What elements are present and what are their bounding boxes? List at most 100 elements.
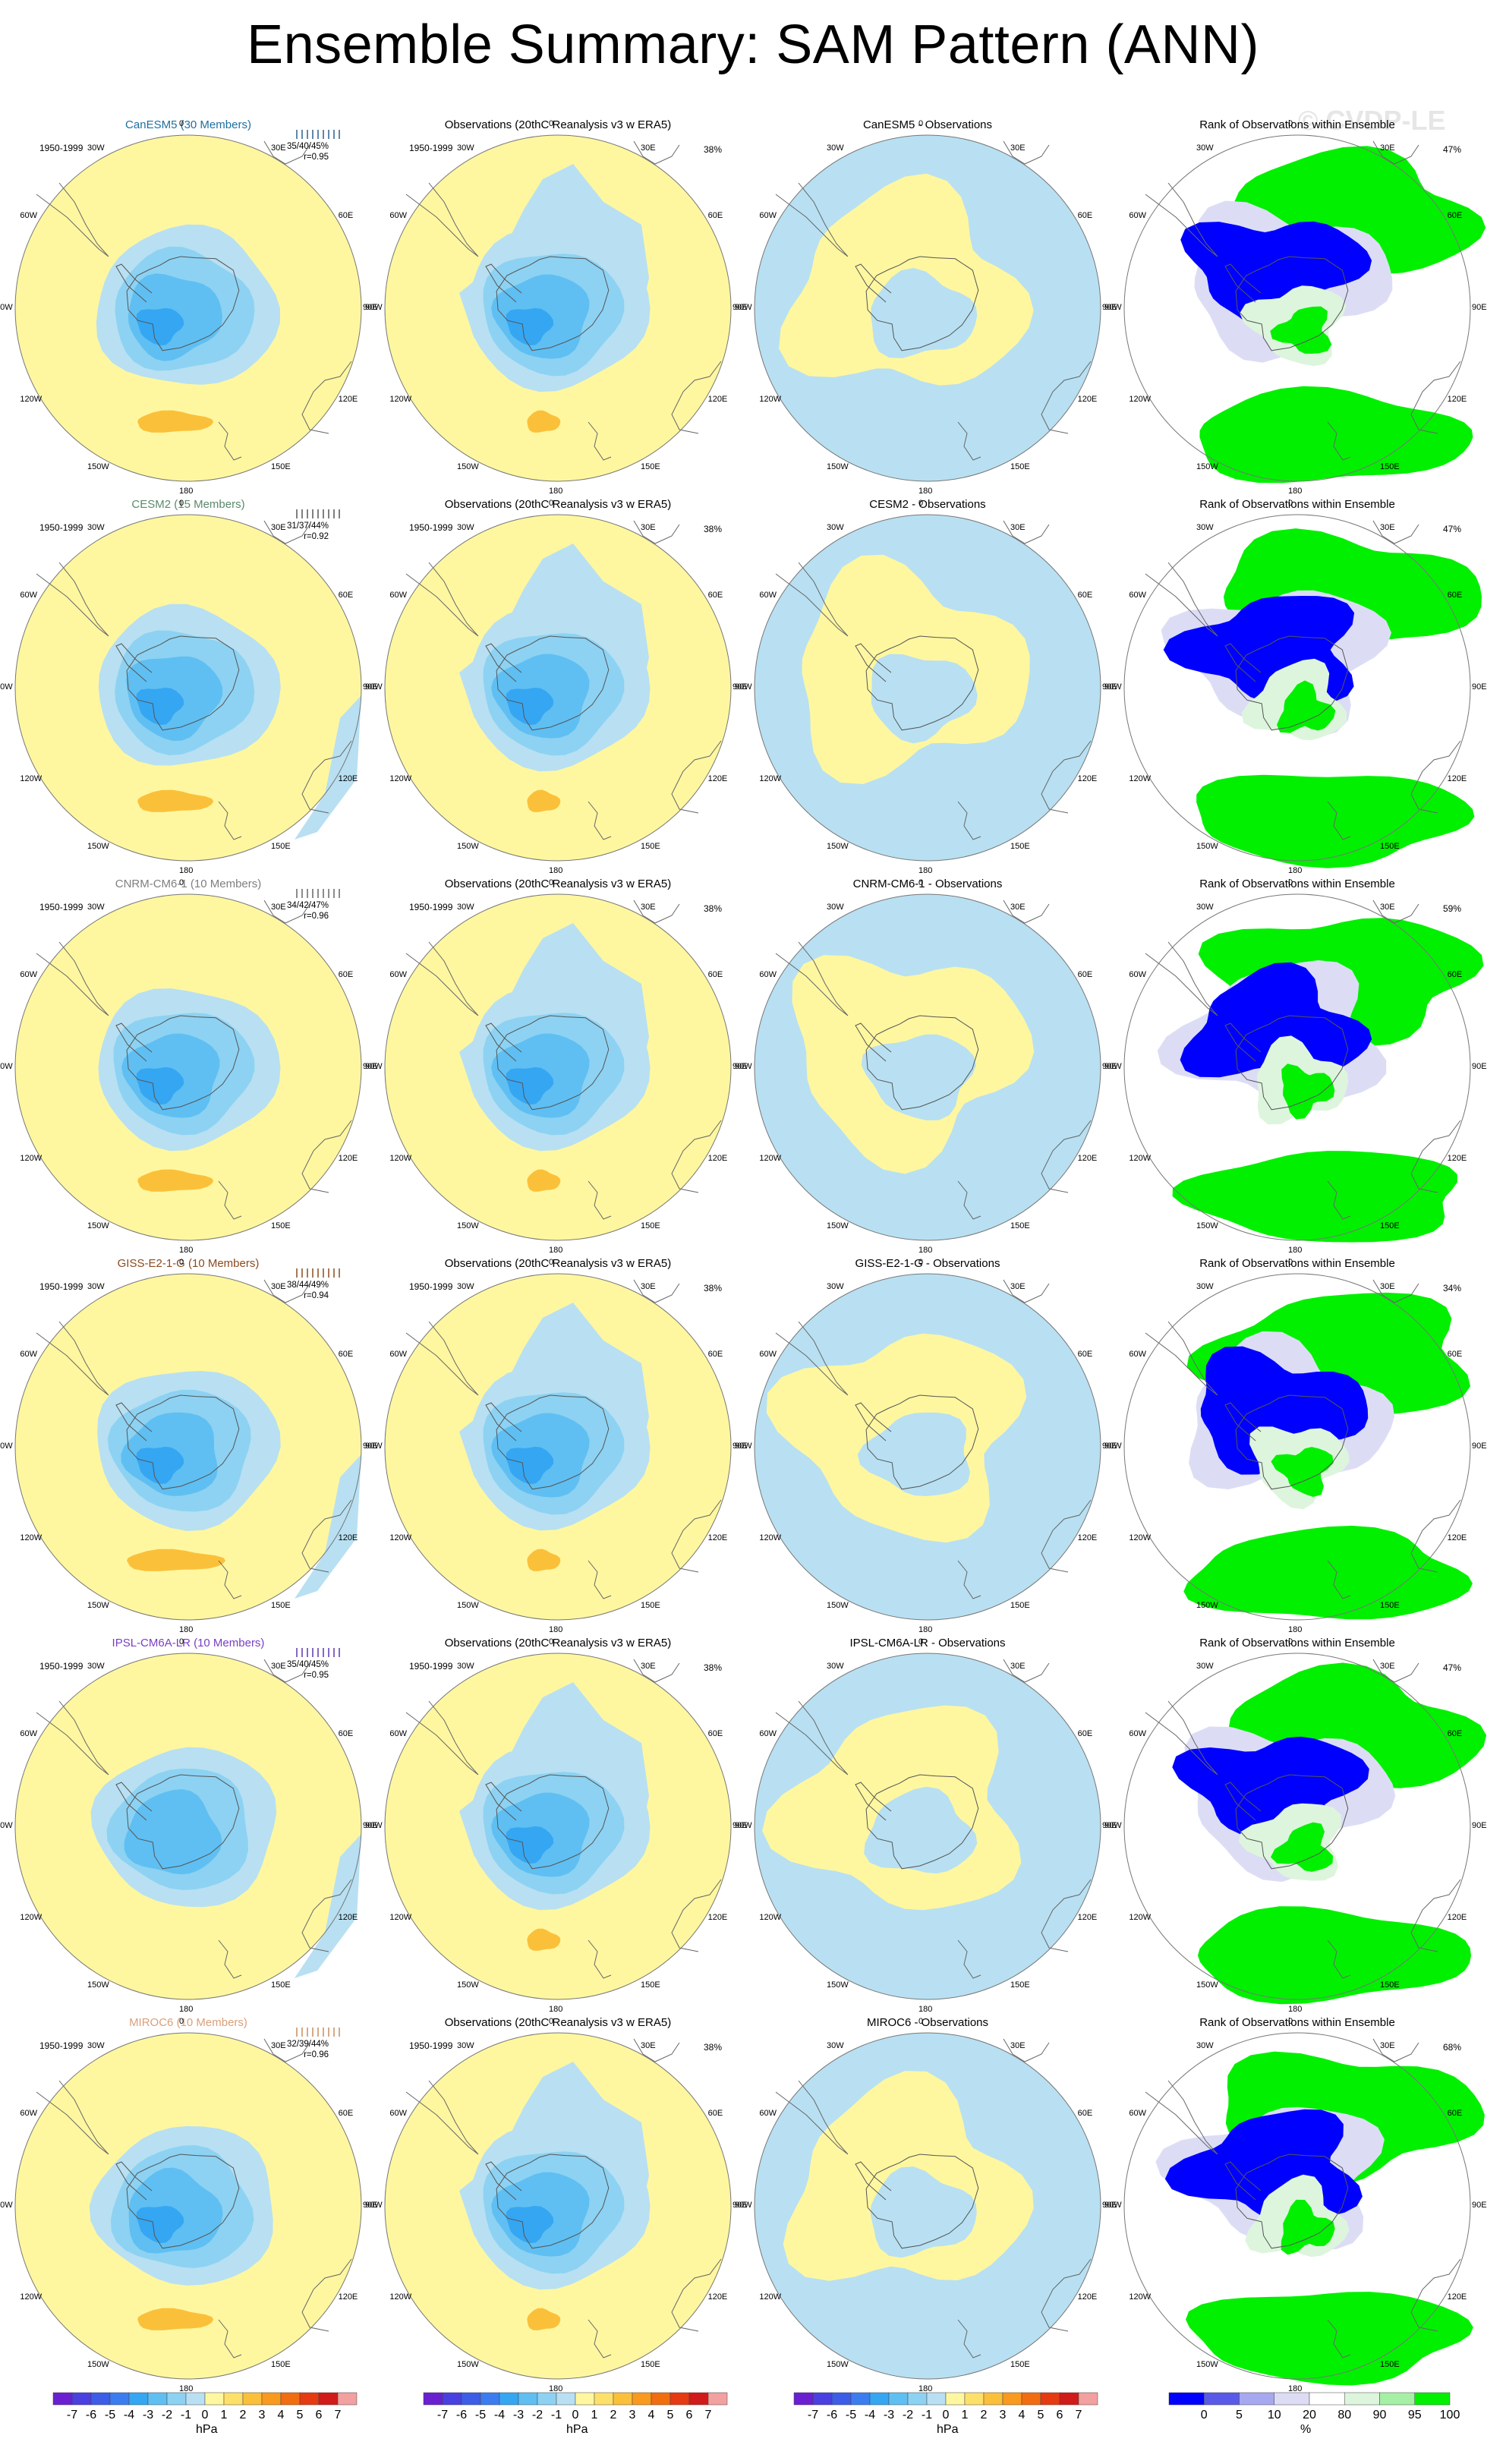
- rank-panel: Rank of Observations within Ensemble 47% 0…: [1104, 1631, 1487, 2014]
- period-label: 1950-1999: [39, 1281, 83, 1292]
- australia-coastline: [1410, 2258, 1461, 2332]
- longitude-label: 150W: [827, 1980, 849, 1990]
- variance-range: 31/37/44%: [287, 521, 329, 531]
- map-boundary: [754, 893, 1101, 1241]
- longitude-label: 90E: [1102, 1062, 1117, 1071]
- rank-high-region: [1277, 680, 1336, 733]
- antarctica-coastline: [1235, 2154, 1349, 2249]
- longitude-label: 150W: [457, 1221, 479, 1230]
- antarctica-coastline: [126, 2154, 240, 2249]
- difference-panel: CanESM5 - Observations 0 30E 60E 90E 120E 150E…: [735, 112, 1117, 496]
- colorbar-swatch: [242, 2392, 263, 2406]
- longitude-label: 90W: [0, 1062, 13, 1071]
- difference-title: CESM2 - Observations: [869, 498, 986, 511]
- colorbar-swatch: [850, 2392, 871, 2406]
- antarctica-coastline: [865, 1394, 979, 1490]
- edge-negative-contour: [295, 1834, 361, 1978]
- longitude-label: 180: [179, 487, 194, 496]
- rank-high-region: [1196, 774, 1475, 868]
- rank-high-region: [1271, 1822, 1333, 1872]
- longitude-label: 150W: [1196, 1980, 1218, 1990]
- new-zealand-coastline: [957, 1560, 981, 1599]
- longitude-label: 30E: [271, 143, 286, 153]
- longitude-label: 90E: [733, 1442, 748, 1451]
- africa-coastline: [263, 900, 310, 924]
- longitude-label: 30W: [457, 1282, 474, 1292]
- longitude-label: 30W: [87, 1282, 105, 1292]
- pattern-correlation: r=0.92: [304, 532, 329, 541]
- australia-coastline: [671, 1120, 722, 1193]
- longitude-label: 150E: [1010, 462, 1030, 471]
- colorbar-tick-label: -5: [105, 2409, 115, 2421]
- colorbar-swatch: [461, 2392, 481, 2406]
- south-america-coastline: [405, 2080, 479, 2155]
- longitude-label: 30E: [1010, 2041, 1026, 2051]
- colorbar-tick-label: -6: [827, 2409, 837, 2421]
- longitude-label: 60W: [1129, 211, 1147, 220]
- period-label: 1950-1999: [39, 143, 83, 153]
- model-ensemble-panel: GISS-E2-1-G (10 Members) 1950-1999 38/44/4…: [0, 1251, 378, 1634]
- longitude-label: 0: [179, 1637, 184, 1646]
- colorbar-tick-label: 1: [962, 2409, 969, 2421]
- polar-stereographic-map: [14, 893, 362, 1241]
- longitude-label: 120E: [707, 1154, 728, 1163]
- map-boundary: [14, 514, 362, 862]
- antarctic-peninsula: [855, 1782, 892, 1821]
- longitude-label: 60E: [338, 211, 354, 220]
- longitude-label: 60W: [20, 591, 38, 600]
- longitude-label: 150W: [827, 841, 849, 851]
- member-spread-ticks: [296, 509, 340, 518]
- core-negative-contour: [506, 687, 554, 726]
- longitude-label: 60E: [338, 970, 354, 979]
- longitude-label: 120E: [1077, 774, 1098, 783]
- map-boundary: [14, 1273, 362, 1621]
- longitude-label: 120E: [1447, 2292, 1467, 2302]
- new-zealand-coastline: [957, 421, 981, 461]
- africa-coastline: [1003, 900, 1050, 924]
- antarctica-coastline: [496, 1394, 610, 1490]
- map-boundary: [754, 514, 1101, 862]
- colorbar-tick-label: 7: [705, 2409, 712, 2421]
- longitude-label: 30E: [1010, 1662, 1026, 1672]
- longitude-label: 180: [549, 2005, 563, 2014]
- new-zealand-coastline: [1327, 1180, 1351, 1220]
- antarctic-peninsula: [855, 643, 892, 682]
- longitude-label: 0: [1288, 2017, 1293, 2026]
- longitude-label: 120W: [20, 774, 43, 783]
- negative-difference-field: [871, 268, 978, 358]
- longitude-label: 30W: [827, 143, 844, 153]
- colorbar-tick-label: 2: [981, 2409, 988, 2421]
- model-ensemble-panel: CNRM-CM6-1 (10 Members) 1950-1999 34/42/47…: [0, 871, 378, 1255]
- longitude-label: 60E: [1447, 211, 1463, 220]
- south-america-coastline: [775, 1700, 849, 1776]
- colorbar-swatch: [632, 2392, 652, 2406]
- colorbar-tick-label: -4: [124, 2409, 134, 2421]
- longitude-label: 90W: [0, 2201, 13, 2210]
- period-label: 1950-1999: [409, 902, 453, 912]
- longitude-label: 150E: [1010, 2359, 1030, 2369]
- longitude-label: 60W: [20, 2109, 38, 2118]
- variance-range: 34/42/47%: [287, 901, 329, 910]
- longitude-label: 90E: [733, 682, 748, 692]
- south-america-coastline: [405, 941, 479, 1016]
- new-zealand-coastline: [1327, 421, 1351, 461]
- colorbar-tick-label: -1: [551, 2409, 562, 2421]
- colorbar-tick-label: -5: [846, 2409, 856, 2421]
- longitude-label: 30E: [1380, 1282, 1395, 1292]
- longitude-label: 180: [918, 487, 933, 496]
- longitude-label: 90W: [735, 682, 752, 692]
- longitude-label: 60E: [1077, 211, 1093, 220]
- observations-panel: Observations (20thC Reanalysis v3 w ERA5…: [365, 492, 748, 875]
- australia-coastline: [301, 1120, 352, 1193]
- longitude-label: 120E: [338, 1913, 358, 1922]
- colorbar-swatch: [831, 2392, 852, 2406]
- antarctic-peninsula: [115, 2161, 153, 2201]
- australia-coastline: [1410, 361, 1461, 434]
- rank-colorbar: 0 5 10 20 80 90 95 100%: [1168, 2392, 1460, 2461]
- longitude-label: 150E: [641, 462, 660, 471]
- longitude-label: 30W: [457, 1662, 474, 1672]
- rank-high-region: [1186, 2292, 1473, 2386]
- antarctic-peninsula: [1224, 2161, 1262, 2201]
- colorbar-tick-label: -4: [865, 2409, 875, 2421]
- colorbar-swatch: [1309, 2392, 1345, 2406]
